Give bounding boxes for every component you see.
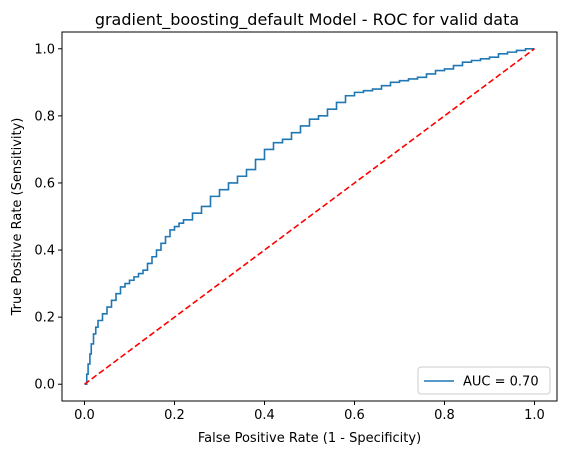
- x-axis-title: False Positive Rate (1 - Specificity): [198, 431, 421, 446]
- chance-diagonal-line: [84, 48, 535, 385]
- y-tick-label: 1.0: [34, 42, 55, 57]
- y-tick-label: 0.0: [34, 378, 55, 393]
- legend-box: [417, 366, 551, 395]
- x-tick-label: 0.0: [74, 408, 95, 423]
- y-tick-label: 0.8: [34, 109, 55, 124]
- x-tick-label: 0.8: [434, 408, 455, 423]
- x-tick-label: 0.4: [254, 408, 275, 423]
- legend-label: AUC = 0.70: [463, 375, 539, 390]
- chart-title: gradient_boosting_default Model - ROC fo…: [95, 10, 519, 30]
- roc-curve-line: [84, 47, 535, 386]
- legend: AUC = 0.70: [417, 366, 551, 395]
- y-tick-label: 0.4: [34, 244, 55, 259]
- y-tick-label: 0.2: [34, 311, 55, 326]
- y-axis: 0.0 0.2 0.4 0.6 0.8 1.0: [34, 42, 62, 393]
- x-tick-label: 1.0: [524, 408, 545, 423]
- series-layer: [84, 47, 535, 386]
- x-tick-label: 0.2: [164, 408, 185, 423]
- y-tick-label: 0.6: [34, 176, 55, 191]
- x-tick-label: 0.6: [344, 408, 365, 423]
- x-axis: 0.0 0.2 0.4 0.6 0.8 1.0: [74, 401, 545, 423]
- y-axis-title: True Positive Rate (Sensitivity): [10, 118, 25, 317]
